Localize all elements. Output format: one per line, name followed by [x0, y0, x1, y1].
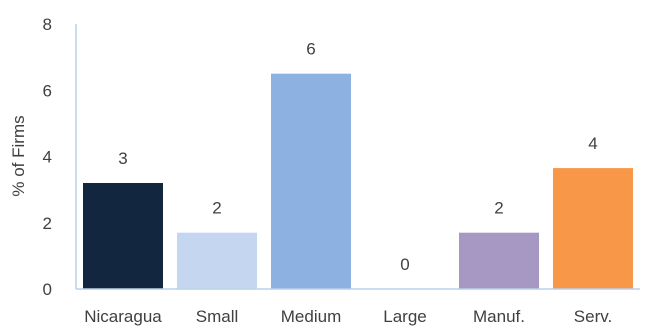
bar-nicaragua: [83, 183, 163, 289]
x-tick-label: Serv.: [574, 307, 612, 326]
y-axis-ticks: 0 2 4 6 8: [43, 15, 52, 299]
x-tick-label: Medium: [281, 307, 341, 326]
bar-manuf: [459, 232, 539, 289]
bar-small: [177, 232, 257, 289]
y-tick-label: 4: [43, 148, 52, 167]
y-tick-label: 0: [43, 280, 52, 299]
data-labels: 3 2 6 0 2 4: [118, 40, 597, 274]
data-label: 2: [212, 199, 221, 218]
x-tick-label: Nicaragua: [84, 307, 162, 326]
bar-medium: [271, 73, 351, 289]
y-tick-label: 2: [43, 214, 52, 233]
data-label: 0: [400, 255, 409, 274]
data-label: 4: [588, 134, 597, 153]
y-tick-label: 6: [43, 81, 52, 100]
data-label: 3: [118, 149, 127, 168]
y-axis-title: % of Firms: [9, 115, 28, 196]
data-label: 2: [494, 199, 503, 218]
bar-serv: [553, 168, 633, 289]
x-axis-ticks: Nicaragua Small Medium Large Manuf. Serv.: [84, 307, 612, 326]
data-label: 6: [306, 40, 315, 59]
x-tick-label: Manuf.: [473, 307, 525, 326]
y-tick-label: 8: [43, 15, 52, 34]
x-tick-label: Small: [196, 307, 239, 326]
x-tick-label: Large: [383, 307, 426, 326]
bars: [83, 73, 633, 289]
